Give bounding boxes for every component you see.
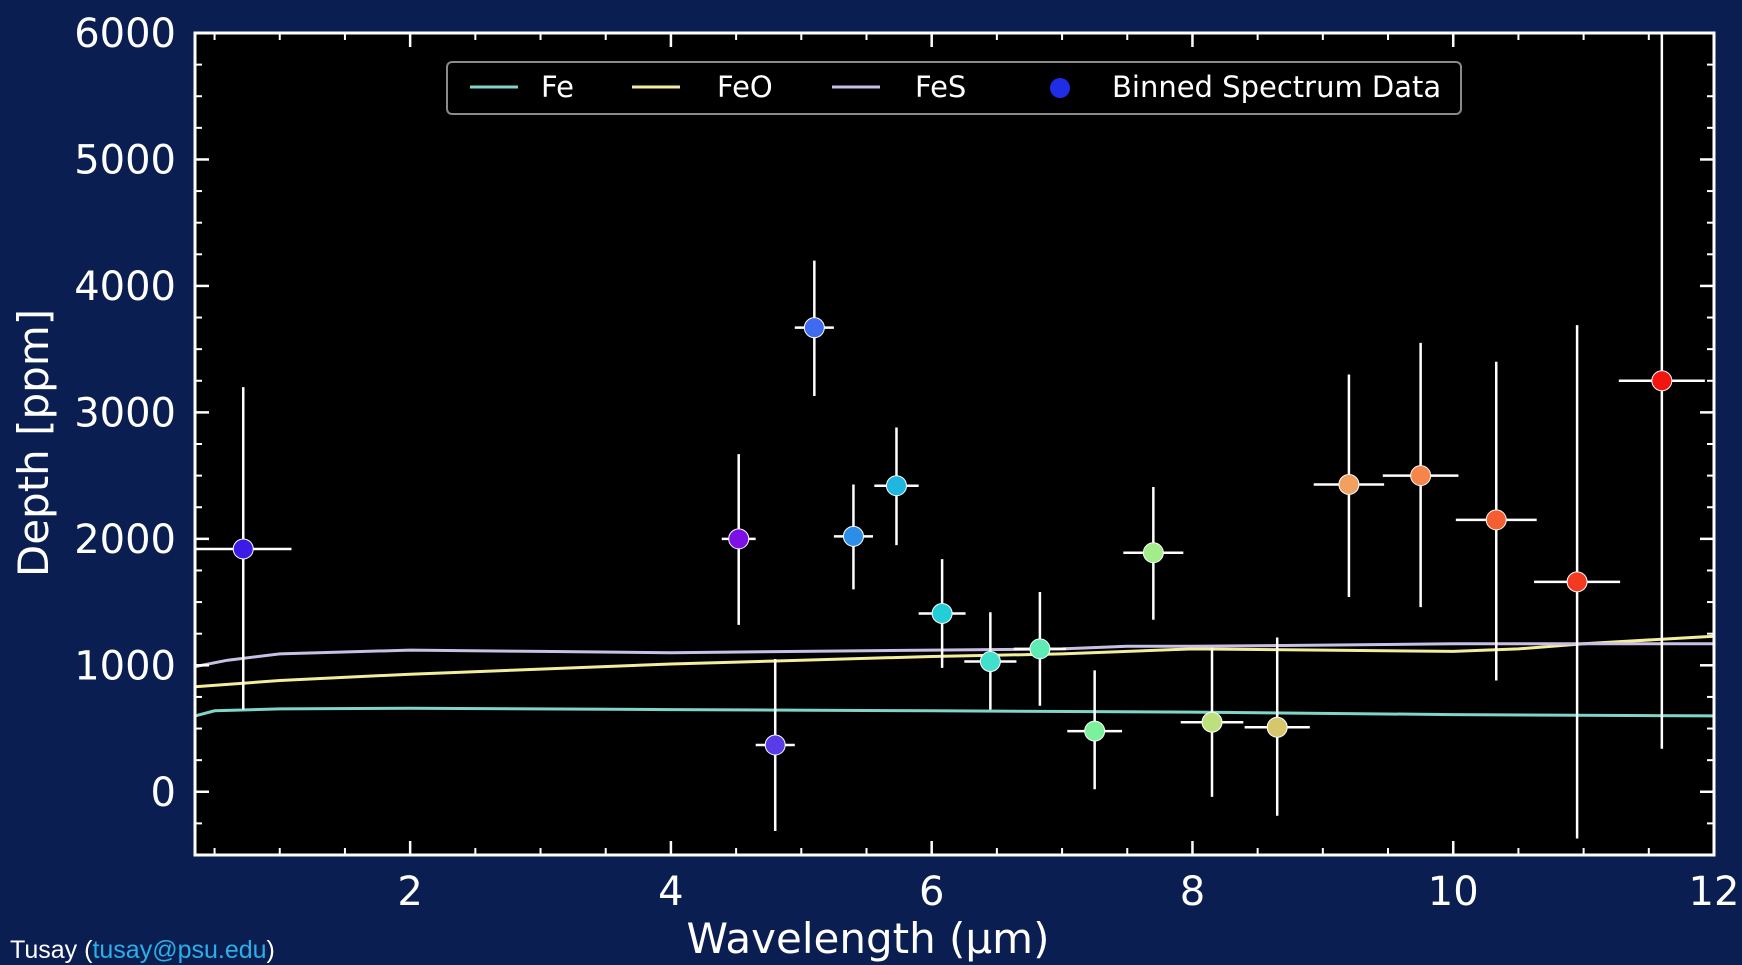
data-point-group <box>1534 325 1621 839</box>
data-point-marker <box>1651 370 1673 392</box>
data-point-group <box>721 454 756 625</box>
data-point-group <box>964 612 1017 710</box>
data-point-marker <box>1142 542 1164 564</box>
legend-swatch-binned-data <box>1050 78 1070 98</box>
y-tick-label: 4000 <box>74 264 176 310</box>
binned-data-points <box>195 33 1705 839</box>
axes: 2 4 6 8 10 12 0 1000 2000 3000 4000 5000 6000 <box>74 11 1739 915</box>
data-point-marker <box>1485 509 1507 531</box>
data-point-group <box>1180 647 1244 797</box>
open-paren: ( <box>84 936 93 964</box>
x-axis-label: Wavelength (μm) <box>687 914 1050 963</box>
data-point-group <box>1067 670 1123 790</box>
y-tick-label: 1000 <box>74 643 176 689</box>
y-tick-label: 5000 <box>74 137 176 183</box>
author-email-link[interactable]: tusay@psu.edu <box>92 936 267 964</box>
y-tick-label: 0 <box>151 770 176 816</box>
author-credit: Tusay (tusay@psu.edu) <box>10 936 275 965</box>
y-tick-label: 2000 <box>74 517 176 563</box>
data-point-marker <box>979 651 1001 673</box>
legend-label: Fe <box>541 70 574 104</box>
data-point-marker <box>1266 716 1288 738</box>
legend-label: FeO <box>717 70 773 104</box>
data-point-group <box>833 484 874 590</box>
plot-background <box>195 33 1714 855</box>
close-paren: ) <box>266 936 275 964</box>
data-point-group <box>1618 33 1705 749</box>
legend-box <box>446 61 1462 115</box>
data-point-marker <box>232 538 254 560</box>
legend-label: FeS <box>915 70 966 104</box>
x-tick-label: 2 <box>397 869 422 915</box>
data-point-marker <box>1338 473 1360 495</box>
y-tick-label: 6000 <box>74 11 176 57</box>
data-point-marker <box>803 317 825 339</box>
data-point-marker <box>931 602 953 624</box>
y-tick-label: 3000 <box>74 390 176 436</box>
data-point-marker <box>885 475 907 497</box>
data-point-group <box>195 387 292 710</box>
x-tick-label: 12 <box>1689 869 1740 915</box>
data-point-marker <box>1029 638 1051 660</box>
data-point-group <box>1313 374 1385 598</box>
model-line-fes <box>194 642 1714 669</box>
data-point-group <box>794 260 834 396</box>
data-point-marker <box>842 525 864 547</box>
data-point-group <box>918 559 966 668</box>
x-tick-label: 6 <box>919 869 944 915</box>
data-point-marker <box>1084 720 1106 742</box>
data-point-group <box>1455 361 1537 681</box>
author-name: Tusay <box>10 936 78 964</box>
data-point-marker <box>1201 711 1223 733</box>
data-point-group <box>1244 637 1310 816</box>
x-tick-label: 8 <box>1180 869 1205 915</box>
data-point-group <box>874 427 919 546</box>
x-tick-label: 4 <box>658 869 683 915</box>
data-point-marker <box>1410 465 1432 487</box>
legend: Fe FeO FeS Binned Spectrum Data <box>446 61 1462 115</box>
y-axis-label: Depth [ppm] <box>9 309 58 577</box>
data-point-group <box>1013 591 1066 706</box>
data-point-group <box>755 658 795 831</box>
data-point-marker <box>728 528 750 550</box>
model-line-fe <box>194 706 1715 718</box>
data-point-group <box>1382 342 1459 608</box>
data-point-group <box>1123 486 1184 620</box>
data-point-marker <box>1566 571 1588 593</box>
data-point-marker <box>764 734 786 756</box>
x-tick-label: 10 <box>1428 869 1479 915</box>
legend-label: Binned Spectrum Data <box>1112 70 1441 104</box>
